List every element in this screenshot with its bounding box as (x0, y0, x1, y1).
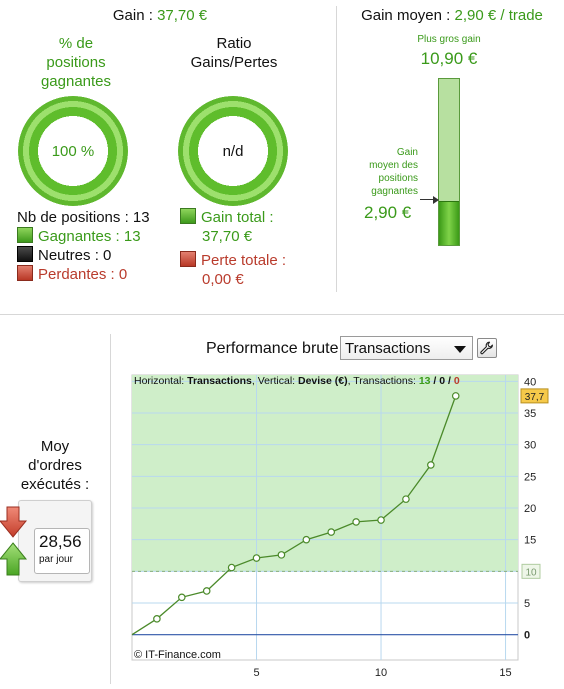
horizontal-axis-select[interactable]: Transactions (340, 336, 473, 360)
orders-value-box: 28,56 par jour (34, 528, 90, 574)
buy-arrow-icon (0, 542, 28, 576)
winning-swatch (17, 227, 33, 243)
orders-label: Moy d'ordres exécutés : (20, 438, 90, 493)
gain-title: Gain : 37,70 € (112, 7, 208, 24)
positions-count: Nb de positions : 13 (17, 209, 150, 226)
data-point (153, 615, 161, 623)
y-tick-label: 5 (524, 598, 530, 610)
chart-title: Performance brute (206, 340, 339, 357)
gain-moyen-value: 2,90 € / trade (454, 7, 543, 24)
legend-losing: Perdantes : 0 (17, 265, 127, 284)
win-rate-ring: 100 % (18, 96, 128, 206)
perte-totale-swatch (180, 251, 196, 267)
above-reference-zone (132, 375, 518, 572)
reference-label-box (521, 563, 541, 579)
wrench-icon (480, 341, 493, 355)
last-value-box (520, 388, 549, 404)
y-tick-label: 30 (524, 440, 536, 452)
neutral-swatch (17, 246, 33, 262)
chart-copyright: © IT-Finance.com (134, 649, 221, 661)
win-rate-value: 100 % (51, 142, 95, 160)
x-tick-label: 15 (499, 667, 511, 679)
data-point (402, 495, 410, 503)
legend-winning: Gagnantes : 13 (17, 227, 141, 246)
x-tick-label: 5 (253, 667, 259, 679)
gain-gauge (438, 78, 460, 246)
data-point (352, 518, 360, 526)
avg-gain-pointer (420, 199, 436, 200)
data-point (451, 392, 460, 400)
x-tick-label: 10 (375, 667, 387, 679)
gain-value: 37,70 € (157, 7, 208, 24)
y-tick-label: 25 (524, 471, 536, 483)
data-point (227, 563, 236, 572)
y-tick-label: 40 (524, 376, 536, 388)
gain-total-swatch (180, 208, 196, 224)
data-point (277, 551, 286, 559)
section-divider (0, 314, 564, 315)
win-rate-title: % de positions gagnantes (40, 35, 112, 90)
max-gain-label: Plus gros gain (417, 34, 481, 45)
data-point (302, 535, 311, 544)
data-point (178, 593, 186, 602)
sell-arrow-icon (0, 506, 28, 538)
orders-unit: par jour (39, 554, 73, 565)
panel-divider (110, 334, 111, 684)
ratio-ring: n/d (178, 96, 288, 206)
gain-gauge-fill (439, 200, 459, 245)
data-point (327, 528, 336, 536)
avg-gain-pointer-head (433, 196, 439, 204)
performance-line (131, 395, 457, 636)
legend-neutral: Neutres : 0 (17, 246, 111, 265)
chart-settings-button[interactable] (477, 338, 497, 358)
avg-gain-value: 2,90 € (364, 203, 412, 222)
data-point (252, 554, 261, 562)
order-arrows-icon (0, 506, 28, 576)
horizontal-axis-select-value: Transactions (345, 340, 431, 357)
y-tick-label: 35 (524, 408, 536, 420)
data-point (427, 461, 435, 469)
chart-info: Horizontal: Transactions, Vertical: Devi… (134, 375, 460, 387)
gain-total: Gain total : 37,70 € (180, 208, 274, 246)
ratio-title: Ratio Gains/Pertes (190, 35, 278, 71)
data-point (377, 516, 385, 524)
panel-divider (336, 6, 337, 292)
max-gain-value: 10,90 € (420, 49, 478, 68)
chevron-down-icon (454, 346, 466, 353)
y-tick-label: 20 (524, 503, 536, 515)
losing-swatch (17, 265, 33, 281)
avg-gain-label: Gain moyen des positions gagnantes (369, 147, 418, 197)
gain-moyen-title: Gain moyen : 2,90 € / trade (361, 7, 543, 24)
perte-totale: Perte totale : 0,00 € (180, 251, 286, 289)
last-value-label: 37,7 (525, 392, 545, 403)
data-point (202, 587, 211, 595)
ratio-value: n/d (222, 142, 244, 160)
reference-label: 10 (525, 567, 537, 578)
orders-value: 28,56 (39, 532, 82, 551)
y-tick-label: 15 (524, 535, 536, 547)
y-tick-label: 0 (524, 630, 530, 642)
